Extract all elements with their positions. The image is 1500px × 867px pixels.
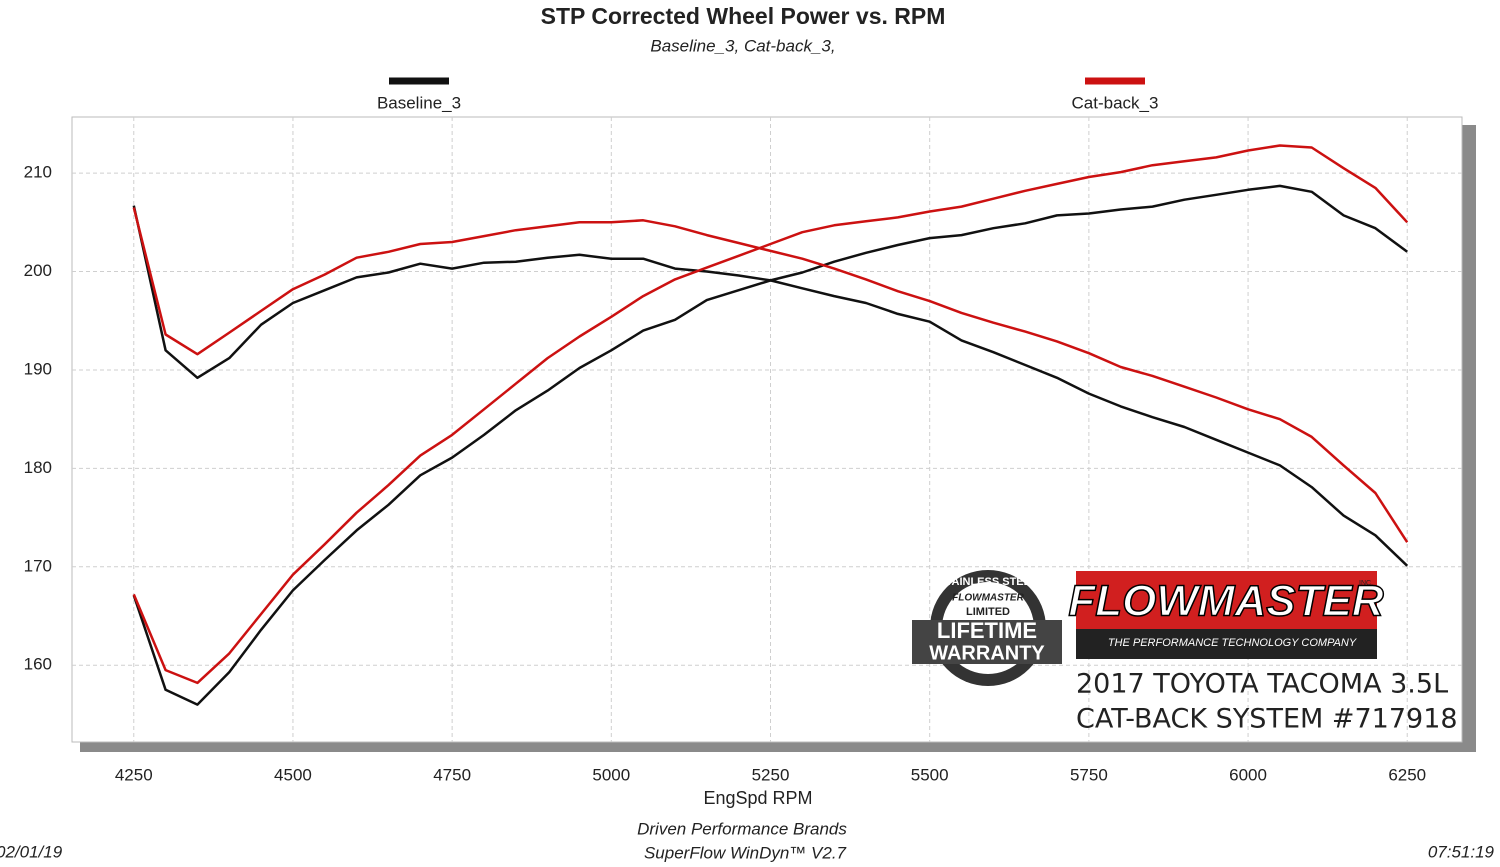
badge-text: WARRANTY	[929, 642, 1045, 664]
y-tick-label: 200	[24, 261, 52, 280]
y-tick-label: 160	[24, 655, 52, 674]
logo-brand: FLOWMASTER	[1068, 577, 1384, 626]
x-tick-label: 5500	[911, 765, 949, 784]
badge-text: FLOWMASTER	[952, 593, 1024, 604]
footer: Driven Performance Brands	[637, 819, 847, 838]
x-tick-label: 4500	[274, 765, 312, 784]
y-tick-label: 210	[24, 163, 52, 182]
x-tick-label: 5750	[1070, 765, 1108, 784]
legend-label: Baseline_3	[377, 93, 461, 112]
caption: 2017 TOYOTA TACOMA 3.5L	[1076, 669, 1448, 700]
x-tick-label: 4250	[115, 765, 153, 784]
y-tick-label: 170	[24, 556, 52, 575]
footer: SuperFlow WinDyn™ V2.7	[644, 843, 847, 862]
logo-mark: INC.	[1359, 580, 1373, 587]
x-tick-label: 6000	[1229, 765, 1267, 784]
y-tick-label: 190	[24, 359, 52, 378]
flowmaster-logo: FLOWMASTER INC. THE PERFORMANCE TECHNOLO…	[1068, 571, 1385, 659]
data-line	[132, 144, 1409, 685]
x-tick-label: 6250	[1388, 765, 1426, 784]
time: 07:51:19	[1428, 842, 1495, 861]
chart-title: STP Corrected Wheel Power vs. RPM	[541, 3, 946, 29]
legend-label: Cat-back_3	[1072, 93, 1159, 112]
data-line	[132, 184, 1408, 706]
date: 02/01/19	[0, 842, 63, 861]
badge-text: LIMITED	[966, 606, 1010, 618]
x-tick-label: 5000	[592, 765, 630, 784]
data-line	[132, 207, 1409, 543]
x-axis-label: EngSpd RPM	[703, 788, 812, 808]
x-tick-label: 4750	[433, 765, 471, 784]
y-tick-label: 180	[24, 458, 52, 477]
logo-tagline: THE PERFORMANCE TECHNOLOGY COMPANY	[1108, 637, 1357, 649]
badge-text: STAINLESS STEEL	[938, 576, 1038, 588]
chart-subtitle: Baseline_3, Cat-back_3,	[650, 36, 835, 55]
badge-text: LIFETIME	[937, 618, 1037, 643]
x-tick-label: 5250	[752, 765, 790, 784]
warranty-badge: STAINLESS STEEL FLOWMASTER LIMITED LIFET…	[912, 570, 1062, 686]
caption: CAT-BACK SYSTEM #717918	[1076, 704, 1458, 735]
